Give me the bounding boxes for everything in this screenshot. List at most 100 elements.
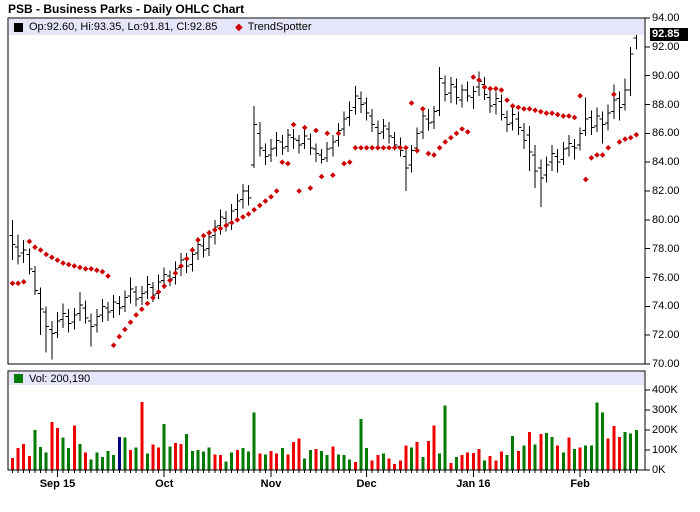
volume-bar xyxy=(173,443,177,470)
trendspotter-dot xyxy=(99,268,106,275)
volume-bar xyxy=(84,452,88,470)
trendspotter-dot xyxy=(419,106,426,112)
volume-bar xyxy=(16,448,20,470)
trendspotter-dot xyxy=(228,219,235,226)
trendspotter-dot xyxy=(200,232,207,239)
volume-bar xyxy=(381,453,385,470)
price-axis-label: 82.00 xyxy=(652,185,680,197)
volume-bar xyxy=(449,463,453,470)
volume-bar xyxy=(162,424,166,470)
volume-bar xyxy=(387,458,391,470)
volume-bar xyxy=(95,452,99,470)
trendspotter-dot xyxy=(240,214,246,220)
price-axis-label: 86.00 xyxy=(652,127,680,140)
volume-bar xyxy=(78,443,82,470)
price-axis-label: 94.00 xyxy=(652,12,680,24)
current-price-tag: 92.85 xyxy=(650,28,688,42)
volume-bar xyxy=(443,405,447,470)
trendspotter-dot xyxy=(470,74,477,80)
trendspotter-dot xyxy=(577,93,583,99)
volume-bar xyxy=(342,455,346,470)
price-axis-label: 74.00 xyxy=(652,300,680,313)
trendspotter-dot xyxy=(167,277,173,284)
trendspotter-dot xyxy=(582,176,589,183)
volume-bar xyxy=(235,449,239,470)
volume-bar xyxy=(370,460,374,470)
trendspotter-dot xyxy=(352,144,359,151)
trendspotter-dot xyxy=(498,87,505,93)
trendspotter-dot xyxy=(599,152,606,158)
volume-bar xyxy=(269,450,273,470)
volume-bar xyxy=(634,430,638,470)
volume-bar xyxy=(61,437,65,470)
volume-bar xyxy=(308,450,312,470)
volume-bar xyxy=(213,454,217,470)
volume-bar xyxy=(353,462,357,470)
trendspotter-dot xyxy=(605,144,612,151)
trendspotter-dot xyxy=(380,144,387,151)
month-label: Dec xyxy=(356,478,377,490)
month-label: Oct xyxy=(155,478,174,490)
volume-bar xyxy=(573,449,576,470)
volume-bar xyxy=(157,447,161,470)
trendspotter-dot xyxy=(285,160,291,167)
trendspotter-dot xyxy=(453,130,460,137)
trendspotter-dot xyxy=(318,173,325,180)
volume-bar xyxy=(499,451,503,470)
trendspotter-dot xyxy=(397,144,404,151)
volume-bar xyxy=(550,437,554,470)
trendspotter-dot xyxy=(588,155,595,161)
trendspotter-dot xyxy=(448,134,454,141)
trendspotter-dot xyxy=(481,84,488,90)
volume-axis-label: 100K xyxy=(652,444,678,456)
volume-bar xyxy=(454,457,458,470)
volume-bar xyxy=(39,447,43,470)
volume-legend-marker-icon xyxy=(14,374,23,383)
volume-bar xyxy=(415,442,419,470)
trendspotter-dot xyxy=(566,113,572,119)
volume-bar xyxy=(589,445,593,470)
volume-bar xyxy=(567,437,571,470)
price-axis-label: 92.00 xyxy=(652,40,680,53)
volume-bar xyxy=(50,422,54,470)
volume-bar xyxy=(303,458,307,470)
volume-bar xyxy=(629,433,633,470)
volume-bar xyxy=(185,434,189,470)
trendspotter-dot xyxy=(504,97,510,103)
month-label: Feb xyxy=(570,478,590,490)
trendspotter-dot xyxy=(493,85,499,92)
trendspotter-dot xyxy=(442,139,449,145)
volume-bar xyxy=(466,452,470,470)
price-axis-label: 84.00 xyxy=(652,156,680,169)
trendspotter-dot xyxy=(150,294,156,301)
volume-bar xyxy=(168,446,172,470)
trendspotter-dot xyxy=(313,127,319,134)
trendspotter-dot xyxy=(408,100,415,106)
volume-bar xyxy=(123,437,127,470)
trendspotter-dot xyxy=(9,280,16,287)
volume-bar xyxy=(410,447,414,470)
volume-axis-label: 0K xyxy=(652,464,666,476)
trendspotter-dot xyxy=(195,237,201,243)
trendspotter-dot xyxy=(509,103,516,109)
trendspotter-dot xyxy=(386,144,392,151)
volume-bar xyxy=(241,448,245,470)
trendspotter-dot xyxy=(279,159,286,165)
trendspotter-dot xyxy=(206,230,212,236)
trendspotter-dot xyxy=(161,283,168,289)
volume-bar xyxy=(511,436,515,470)
volume-bar xyxy=(404,445,408,470)
trendspotter-dot xyxy=(335,130,342,137)
volume-bar xyxy=(516,450,520,470)
volume-bar xyxy=(460,455,464,470)
trendspotter-dot xyxy=(414,147,420,154)
volume-bar xyxy=(359,419,363,470)
trendspotter-dot xyxy=(549,110,555,116)
volume-bar xyxy=(196,450,200,470)
volume-bar xyxy=(44,452,48,470)
trendspotter-dot xyxy=(290,121,297,128)
trendspotter-dot xyxy=(532,107,538,114)
trendspotter-dot xyxy=(54,257,61,263)
